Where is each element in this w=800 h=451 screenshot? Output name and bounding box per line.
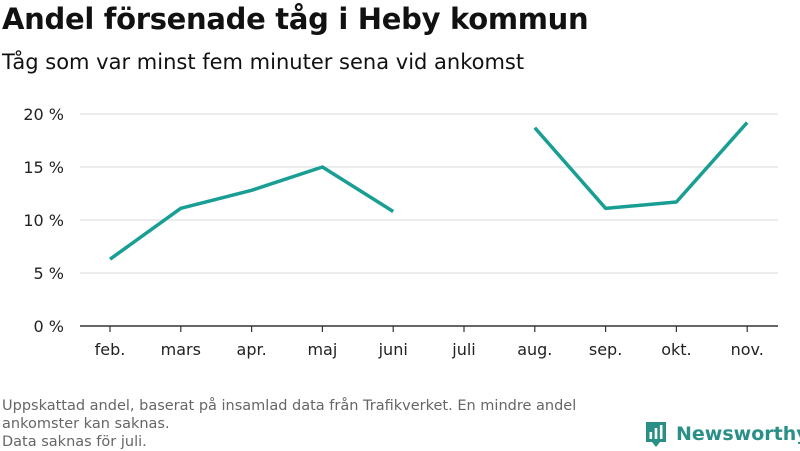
- brand-name: Newsworthy: [676, 423, 800, 445]
- y-tick-label: 0 %: [34, 317, 64, 336]
- y-tick-label: 10 %: [23, 211, 64, 230]
- grid-lines: [80, 113, 778, 274]
- x-tick-label: mars: [161, 340, 201, 359]
- series-line-segment: [108, 165, 395, 261]
- x-tick-label: juni: [378, 340, 408, 359]
- y-tick-label: 20 %: [23, 105, 64, 124]
- footer-note: Uppskattad andel, baserat på insamlad da…: [2, 397, 642, 451]
- footer-source-note: Uppskattad andel, baserat på insamlad da…: [2, 398, 581, 432]
- x-tick-label: aug.: [517, 340, 552, 359]
- newsworthy-logo-icon: [646, 422, 666, 447]
- y-tick-label: 5 %: [34, 264, 64, 283]
- x-tick-label: okt.: [661, 340, 691, 359]
- y-axis-ticks: 0 % 5 % 10 % 15 % 20 %: [23, 105, 64, 336]
- chart-title: Andel försenade tåg i Heby kommun: [2, 2, 589, 36]
- x-tick-label: maj: [307, 340, 337, 359]
- series-line-segment: [533, 121, 749, 211]
- x-axis: feb. mars apr. maj juni juli aug. sep. okt. nov.: [80, 325, 778, 359]
- x-tick-label: sep.: [589, 340, 622, 359]
- brand-logo: Newsworthy: [644, 419, 800, 449]
- x-tick-label: feb.: [95, 340, 126, 359]
- x-tick-label: nov.: [731, 340, 764, 359]
- y-tick-label: 15 %: [23, 158, 64, 177]
- chart-subtitle: Tåg som var minst fem minuter sena vid a…: [2, 50, 525, 74]
- footer-missing-note: Data saknas för juli.: [2, 434, 147, 450]
- series-lines: [108, 121, 749, 261]
- x-tick-label: apr.: [237, 340, 267, 359]
- x-tick-label: juli: [451, 340, 475, 359]
